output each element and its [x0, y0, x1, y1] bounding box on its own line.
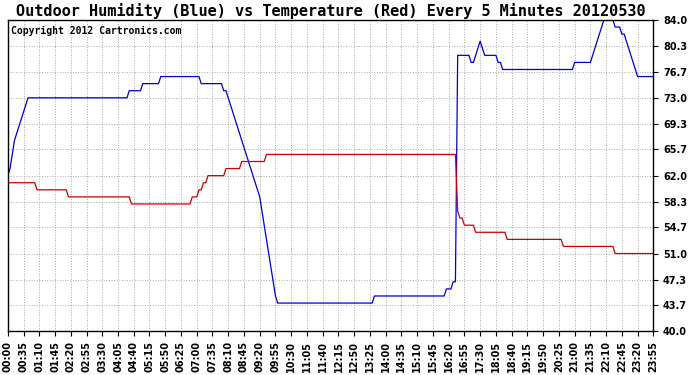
Title: Outdoor Humidity (Blue) vs Temperature (Red) Every 5 Minutes 20120530: Outdoor Humidity (Blue) vs Temperature (…: [16, 3, 645, 19]
Text: Copyright 2012 Cartronics.com: Copyright 2012 Cartronics.com: [11, 26, 181, 36]
